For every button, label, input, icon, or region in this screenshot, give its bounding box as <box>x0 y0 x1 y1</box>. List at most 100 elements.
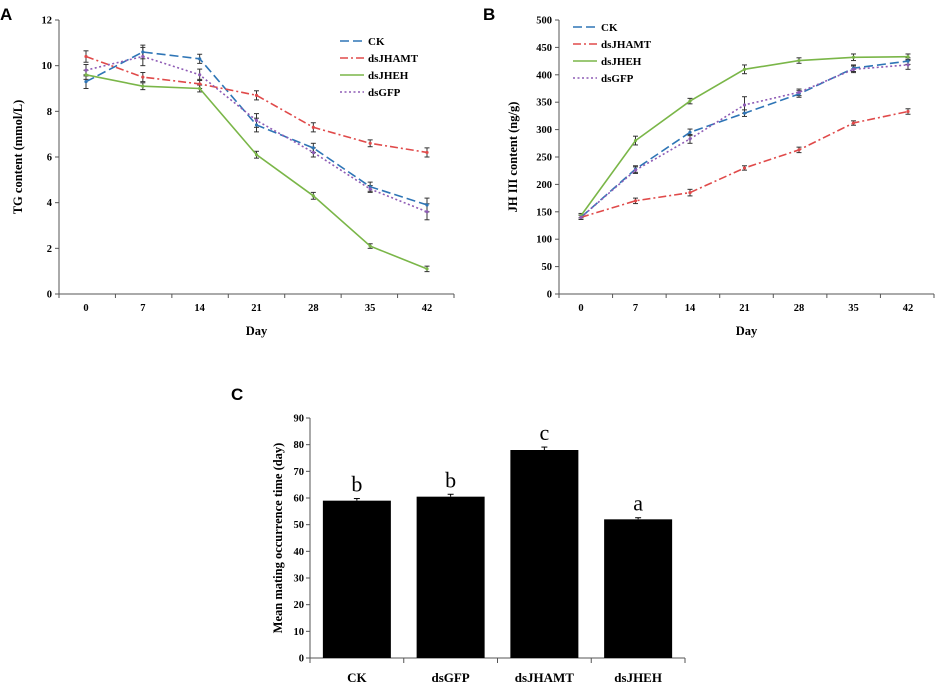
data-point-dsgfp <box>633 168 638 172</box>
bar-ck <box>322 500 391 658</box>
significance-letter-ck: b <box>351 472 362 497</box>
panel-c-letter: C <box>231 385 243 404</box>
data-point-dsgfp <box>688 137 692 141</box>
error-bar-dsjhamt <box>541 446 548 450</box>
data-point-dsjhamt <box>851 121 856 125</box>
data-point-dsjheh <box>797 58 801 63</box>
x-tick-label: 7 <box>140 303 145 314</box>
data-point-dsjheh <box>688 99 692 103</box>
y-axis-title: Mean mating occurrence time (day) <box>271 443 285 634</box>
bar-dsjheh <box>604 519 673 658</box>
y-tick-label: 400 <box>536 70 552 81</box>
data-point-dsjheh <box>311 194 315 198</box>
x-tick-label: 0 <box>83 303 88 314</box>
y-tick-label: 300 <box>536 125 552 136</box>
x-tick-label: 28 <box>308 303 319 314</box>
legend-label-ck: CK <box>601 22 618 34</box>
y-tick-label: 100 <box>536 235 552 246</box>
data-point-ck <box>906 59 910 63</box>
y-axis-title: TG content (mmol/L) <box>11 100 25 215</box>
y-tick-label: 250 <box>536 153 552 164</box>
data-point-ck <box>198 57 202 61</box>
y-tick-label: 50 <box>294 520 305 531</box>
x-tick-label: 7 <box>633 303 638 314</box>
data-point-dsjheh <box>425 267 429 271</box>
category-label-dsjhamt: dsJHAMT <box>515 670 575 685</box>
data-point-ck <box>425 203 429 207</box>
x-tick-label: 21 <box>739 303 750 314</box>
data-point-ck <box>254 123 259 127</box>
data-point-dsgfp <box>425 210 429 214</box>
error-bar-dsjheh <box>635 517 642 520</box>
data-point-dsgfp <box>368 187 372 191</box>
x-tick-label: 35 <box>848 303 859 314</box>
y-tick-label: 90 <box>294 414 305 425</box>
data-point-dsjheh <box>84 73 88 77</box>
category-label-ck: CK <box>347 670 367 685</box>
data-point-dsjheh <box>851 55 856 59</box>
series-line-dsjheh <box>85 74 428 270</box>
legend-label-dsjhamt: dsJHAMT <box>368 53 419 65</box>
y-tick-label: 50 <box>542 262 553 273</box>
data-point-ck <box>311 146 315 150</box>
data-point-dsjheh <box>198 86 202 91</box>
x-tick-label: 28 <box>794 303 805 314</box>
panel-c-mating-time-chart: C 0 10 20 30 40 50 60 70 80 90 Mean mating occurre… <box>231 385 686 685</box>
data-point-dsjheh <box>254 153 259 157</box>
error-bar-dsgfp <box>447 493 454 497</box>
data-point-dsgfp <box>254 118 259 123</box>
y-tick-label: 60 <box>294 494 305 505</box>
x-tick-label: 14 <box>685 303 696 314</box>
y-tick-label: 6 <box>47 153 52 164</box>
legend-label-dsjheh: dsJHEH <box>601 56 642 68</box>
legend-label-dsjheh: dsJHEH <box>368 70 409 82</box>
data-point-dsjhamt <box>906 109 910 114</box>
data-point-dsjheh <box>141 84 145 88</box>
data-point-dsjheh <box>906 55 910 59</box>
legend-label-ck: CK <box>368 36 385 48</box>
y-tick-label: 4 <box>47 198 53 209</box>
y-axis-title: JH III content (ng/g) <box>506 102 520 213</box>
data-point-dsjhamt <box>311 125 315 129</box>
data-point-dsjhamt <box>633 199 638 203</box>
data-point-dsjhamt <box>425 150 429 155</box>
panel-b-letter: B <box>483 5 495 24</box>
series-line-dsgfp <box>580 64 909 218</box>
data-point-dsjhamt <box>141 75 145 79</box>
data-point-dsjhamt <box>742 166 747 170</box>
y-tick-label: 350 <box>536 98 552 109</box>
data-point-dsgfp <box>742 103 747 107</box>
x-axis-title: Day <box>736 324 758 338</box>
legend-label-dsjhamt: dsJHAMT <box>601 39 652 51</box>
data-point-dsgfp <box>579 215 583 219</box>
data-point-dsgfp <box>797 90 801 94</box>
data-point-dsjheh <box>368 244 372 248</box>
data-point-dsgfp <box>141 54 145 59</box>
x-tick-label: 21 <box>251 303 262 314</box>
data-point-dsjhamt <box>688 191 692 195</box>
data-point-ck <box>368 185 372 189</box>
category-label-dsgfp: dsGFP <box>431 670 469 685</box>
panel-a-tg-content-chart: A 0 2 4 6 8 10 12 0 7 14 21 28 35 42 Day TG content (mm… <box>0 5 455 338</box>
legend-label-dsgfp: dsGFP <box>368 87 401 99</box>
y-tick-label: 80 <box>294 440 305 451</box>
y-tick-label: 10 <box>294 627 305 638</box>
y-tick-label: 40 <box>294 547 305 558</box>
series-line-dsjhamt <box>580 110 909 219</box>
y-tick-label: 0 <box>299 654 304 665</box>
data-point-dsjhamt <box>84 54 88 59</box>
data-point-dsgfp <box>906 63 910 67</box>
error-bar-ck <box>353 498 360 501</box>
data-point-ck <box>742 111 747 115</box>
x-tick-label: 0 <box>578 303 583 314</box>
data-point-dsjhamt <box>254 93 259 97</box>
y-tick-label: 450 <box>536 43 552 54</box>
data-point-dsjhamt <box>198 82 202 86</box>
x-tick-label: 35 <box>365 303 376 314</box>
y-tick-label: 30 <box>294 574 305 585</box>
x-tick-label: 14 <box>194 303 205 314</box>
data-point-dsjheh <box>742 67 747 71</box>
data-point-ck <box>84 80 88 84</box>
y-tick-label: 150 <box>536 207 552 218</box>
bar-dsjhamt <box>510 450 579 658</box>
